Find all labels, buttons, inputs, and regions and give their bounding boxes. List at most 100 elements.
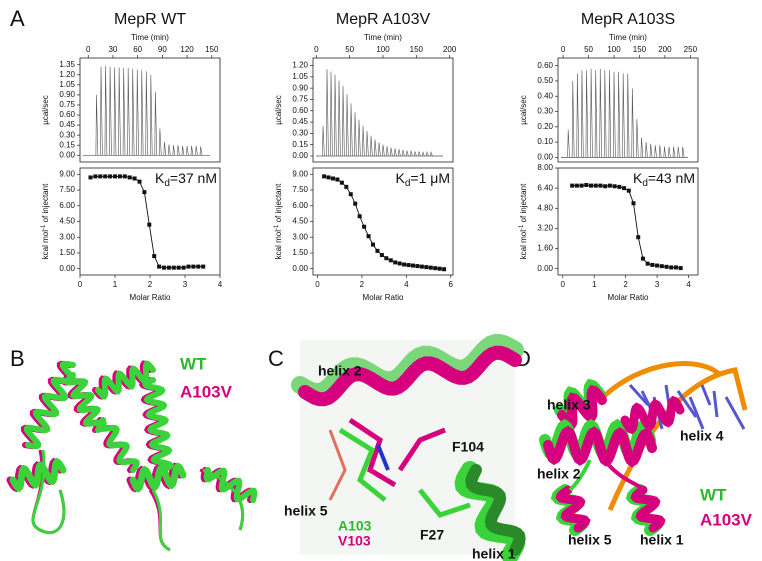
heat-spike [654,145,657,158]
y-tick-label: 8.00 [537,163,553,172]
kd-value: =1 μM [410,170,450,186]
heat-spike [154,91,158,156]
x-tick-label: 2 [623,280,628,289]
data-point [626,188,631,193]
heat-spike [172,145,176,156]
heat-spike [390,147,393,157]
itc-plot: 0.00 0.10 0.20 0.30 0.40 0.50 0.60 0 50 100 150 200… [519,11,699,163]
x-tick-label: 100 [607,45,621,54]
x-tick-label: 2 [148,280,153,289]
structure-label: helix 1 [472,546,516,561]
y-tick-label: 4.80 [537,203,553,212]
panel-label: B [10,346,25,371]
kd-annotation: Kd=43 nM [633,170,695,189]
data-point [344,184,349,189]
legend-a103v: A103V [180,382,233,401]
heat-spike [668,146,671,158]
chart-title: MepR A103S [581,11,675,28]
y-axis-label: µcal/sec [41,95,50,125]
x-tick-label: 90 [158,45,167,54]
helix-ribbon [141,377,175,473]
heat-spike [358,119,361,156]
data-point [659,264,664,269]
itc-plot: 0.00 1.60 3.20 4.80 6.40 8.00 0 1 2 3 4 Molar Ratio… [519,163,699,302]
data-point [103,174,108,179]
x-axis-label: Time (min) [131,33,169,42]
heat-spike [608,70,612,158]
data-point [636,235,641,240]
panel-label: C [268,346,284,371]
y-tick-label: 7.50 [292,185,308,194]
y-tick-label: 0.50 [537,76,553,85]
heat-spike [122,68,126,156]
heat-spike [663,146,667,158]
heat-spike [158,128,162,156]
itc-plot: 0.00 1.50 3.00 4.50 6.00 7.50 9.00 0 2 4 6 Molar Ra… [274,167,454,302]
structure-label: A103 [338,518,372,534]
y-axis-label-text: kcal mol [519,230,528,260]
data-point [157,264,162,269]
heat-spike [581,70,584,158]
chart-title: MepR A103V [336,11,431,28]
heat-spike [136,69,139,156]
y-tick-label: 0.60 [59,110,75,119]
heat-spike [168,144,171,156]
structure-label: helix 5 [284,503,328,519]
data-point [411,263,415,268]
y-tick-label: 1.20 [59,70,75,79]
heat-spike [145,71,148,156]
heat-spike [658,145,662,158]
y-tick-label: 9.00 [292,169,308,178]
structure-label: F27 [420,527,444,543]
kd-symbol: K [155,170,165,186]
y-tick-label: 1.50 [59,248,75,257]
data-point [424,265,429,270]
x-tick-label: 1 [113,280,118,289]
data-point [162,265,166,270]
data-point [166,265,171,270]
data-point [127,175,132,180]
y-tick-label: 0.10 [537,137,553,146]
y-tick-label: 0.45 [59,120,75,129]
x-tick-label: 50 [584,45,593,54]
heat-spike [100,66,103,156]
heat-spike [95,94,99,156]
y-tick-label: 0.90 [292,83,308,92]
kd-annotation: Kd=1 μM [396,170,451,189]
data-point [322,174,327,179]
kd-subscript: d [405,178,411,189]
y-tick-label: 0.20 [537,122,553,131]
data-point [640,256,645,261]
data-point [384,256,389,261]
heat-spike [195,145,198,156]
y-axis-label-superscript: -1 [519,224,525,230]
y-axis-label-text: kcal mol [274,230,283,260]
fit-line [572,184,681,269]
data-point [142,190,147,195]
heat-spike [422,151,425,157]
loop [598,453,647,492]
x-axis-label: Molar Ratio [363,293,404,302]
y-tick-label: 0.00 [292,151,308,160]
data-point [108,174,113,179]
heat-spike [326,69,329,156]
heat-spike [418,151,421,157]
y-tick-label: 3.00 [292,232,308,241]
heat-spike [354,112,357,156]
data-point [570,183,575,188]
chart-title: MepR WT [114,11,186,28]
structure-label: helix 4 [680,428,724,444]
heat-spike [567,129,570,158]
y-tick-label: 0.45 [292,117,308,126]
x-axis-label: Time (min) [364,33,402,42]
y-axis-label-superscript: -1 [41,224,47,230]
heat-spike [190,145,194,156]
structures [6,333,748,561]
legend-wt: WT [180,354,207,373]
loop [676,390,698,418]
y-axis-label-text: of injectant [41,183,50,225]
loop [712,390,719,418]
data-point [339,180,344,185]
x-tick-label: 4 [404,280,409,289]
